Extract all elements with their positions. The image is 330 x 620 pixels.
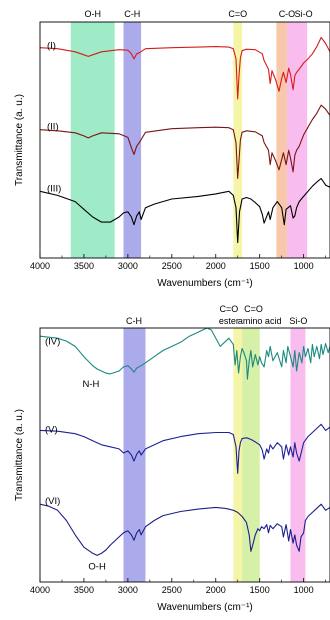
band-si-o — [286, 22, 308, 258]
x-tick-label: 4000 — [30, 261, 50, 271]
band-label: C=O — [220, 304, 239, 314]
ftir-panel-bottom: 4000 3500 3000 2500 2000 1500 1000 Wavenumbers … — [14, 304, 330, 613]
series-line-3 — [40, 177, 330, 244]
trace-label: (VI) — [45, 496, 60, 507]
band-label: C-H — [126, 316, 142, 326]
band-label: ester — [219, 316, 239, 326]
x-tick-label: 2500 — [162, 585, 182, 595]
band-label: C=O — [228, 9, 247, 19]
trace-label: (I) — [47, 41, 56, 52]
band-c-o — [276, 22, 287, 258]
peak-annotation: N-H — [83, 379, 100, 390]
x-tick-label: 1000 — [294, 585, 314, 595]
series-line-2 — [40, 423, 330, 474]
series-group — [40, 328, 330, 556]
series-line-3 — [40, 503, 330, 556]
x-tick-label: 2000 — [206, 585, 226, 595]
x-axis-title: Wavenumbers (cm⁻¹) — [157, 278, 252, 289]
y-axis-title: Transmittance (a. u.) — [14, 409, 25, 501]
band-label: amino acid — [238, 316, 282, 326]
band-c-h — [123, 328, 146, 582]
y-axis-title: Transmittance (a. u.) — [14, 94, 25, 186]
series-group — [40, 36, 330, 244]
band-label: Si-O — [295, 9, 313, 19]
band-c-o-ester — [233, 328, 243, 582]
band-label: O-H — [84, 9, 101, 19]
x-tick-label: 3000 — [118, 585, 138, 595]
band-label: Si-O — [289, 316, 307, 326]
band-c-o-amino-acid — [242, 328, 260, 582]
x-tick-label: 4000 — [30, 585, 50, 595]
x-tick-label: 3500 — [74, 585, 94, 595]
band-group — [70, 22, 308, 258]
x-tick-label: 3500 — [74, 261, 94, 271]
series-line-2 — [40, 104, 330, 180]
band-o-h — [70, 22, 115, 258]
x-tick-label: 1500 — [250, 261, 270, 271]
series-line-1 — [40, 328, 330, 380]
trace-label: (IV) — [45, 336, 60, 347]
band-label: C=O — [244, 304, 263, 314]
x-tick-label: 1000 — [294, 261, 314, 271]
x-tick-label: 3000 — [118, 261, 138, 271]
band-si-o — [290, 328, 306, 582]
trace-label: (II) — [47, 122, 59, 133]
band-label: C-H — [124, 9, 140, 19]
x-tick-label: 2500 — [162, 261, 182, 271]
x-tick-label: 2000 — [206, 261, 226, 271]
plot-frame — [39, 327, 330, 583]
plot-frame — [39, 21, 330, 259]
peak-annotation: O-H — [88, 561, 106, 572]
series-line-1 — [40, 36, 330, 100]
ftir-panel-top: 4000 3500 3000 2500 2000 1500 1000 Wavenumbers … — [14, 9, 330, 289]
band-label: C-O — [279, 9, 296, 19]
band-c-o — [233, 22, 243, 258]
band-group — [123, 328, 306, 582]
band-c-h — [123, 22, 142, 258]
trace-label: (III) — [47, 183, 61, 194]
x-tick-label: 1500 — [250, 585, 270, 595]
trace-label: (V) — [45, 424, 58, 435]
x-axis-title: Wavenumbers (cm⁻¹) — [157, 602, 252, 613]
